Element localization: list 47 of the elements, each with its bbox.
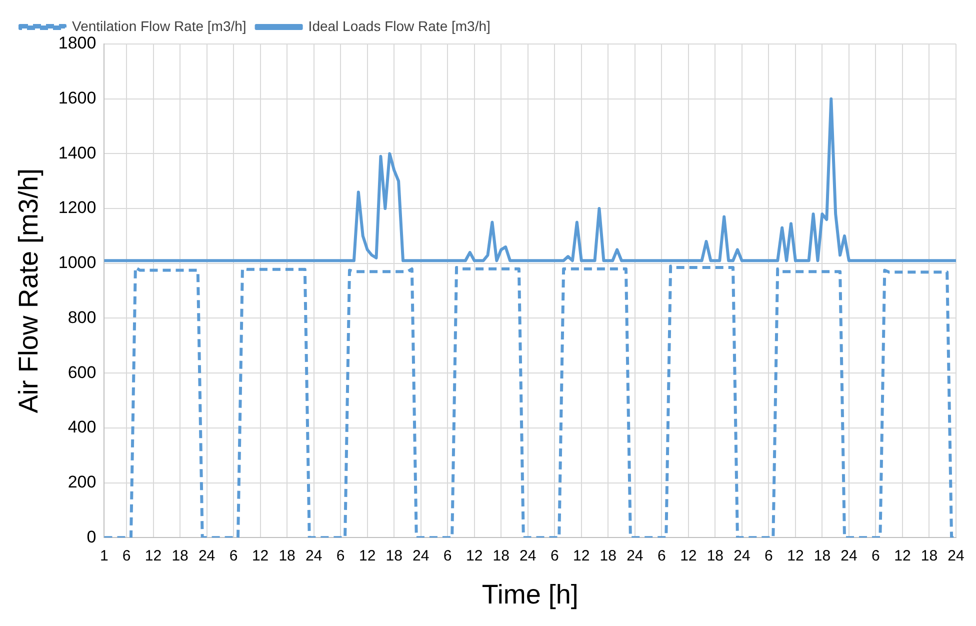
y-tick-label: 400 [68,418,96,437]
x-tick-label: 18 [492,548,510,565]
x-tick-label: 18 [278,548,296,565]
x-axis-title: Time [h] [482,579,578,610]
x-tick-label: 24 [948,548,964,565]
x-tick-label: 18 [706,548,724,565]
y-tick-label: 200 [68,472,96,492]
y-tick-label: 600 [68,362,96,382]
x-tick-label: 24 [412,548,430,565]
x-tick-label: 12 [252,548,269,565]
x-tick-label: 12 [466,548,483,565]
y-tick-label: 1000 [58,253,96,272]
x-tick-label: 18 [386,548,402,565]
x-tick-label: 6 [336,548,345,565]
y-tick-label: 1600 [58,88,96,108]
x-tick-label: 6 [764,548,773,565]
x-tick-label: 12 [358,548,376,565]
x-tick-label: 18 [172,548,188,565]
x-tick-label: 24 [840,548,858,565]
y-tick-label: 1400 [58,143,96,162]
legend-label: Ventilation Flow Rate [m3/h] [72,18,246,34]
x-tick-label: 12 [894,548,911,565]
x-tick-label: 6 [443,548,452,565]
x-tick-label: 24 [305,548,322,565]
x-tick-label: 6 [872,548,880,565]
x-tick-label: 12 [144,548,162,565]
x-tick-label: 6 [122,548,131,565]
x-tick-label: 24 [734,548,750,565]
x-tick-label: 18 [814,548,831,565]
x-tick-label: 6 [550,548,559,565]
y-tick-label: 0 [86,527,96,546]
x-tick-label: 6 [657,548,666,565]
x-tick-label: 24 [520,548,536,565]
x-tick-label: 24 [626,548,644,565]
x-tick-label: 12 [787,548,804,565]
legend-label: Ideal Loads Flow Rate [m3/h] [308,18,490,34]
x-tick-label: 18 [600,548,616,565]
x-tick-label: 18 [920,548,938,565]
y-tick-label: 1200 [58,198,96,218]
x-tick-label: 24 [198,548,216,565]
y-tick-label: 1800 [58,34,96,53]
y-axis-title: Air Flow Rate [m3/h] [14,168,44,414]
x-tick-label: 12 [680,548,697,565]
x-tick-label: 1 [100,548,108,565]
x-tick-label: 6 [229,548,238,565]
y-tick-label: 800 [68,308,96,327]
x-tick-label: 12 [573,548,590,565]
